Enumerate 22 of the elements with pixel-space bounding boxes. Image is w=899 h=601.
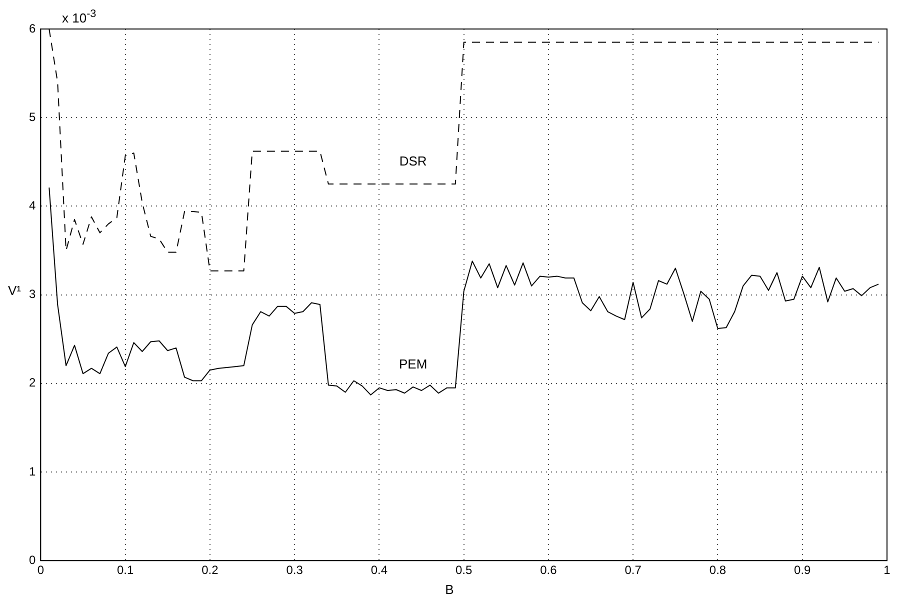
text: x 10$^{-3}$ <box>62 8 96 26</box>
y-tick-label: 2 <box>28 376 36 390</box>
x-tick-label: 0.3 <box>286 563 304 578</box>
y-tick-label: 5 <box>28 110 36 124</box>
x-tick-label: 0.5 <box>455 563 472 578</box>
y-axis-title: V¹ <box>8 283 21 298</box>
series-label: DSR <box>399 154 427 169</box>
x-tick-label: 0.2 <box>202 563 219 578</box>
x-tick-label: 0.9 <box>794 563 812 578</box>
x-axis-title: B <box>444 582 455 597</box>
x-tick-label: 0.8 <box>709 563 726 578</box>
series-label: PEM <box>398 356 428 372</box>
y-tick-label: 4 <box>28 198 36 213</box>
x-tick-label: 0.6 <box>540 563 558 578</box>
x-tick-label: 0.1 <box>116 563 134 578</box>
y-tick-label: 3 <box>28 287 36 302</box>
y-tick-label: 1 <box>28 464 36 478</box>
x-tick-label: 0.7 <box>624 563 642 578</box>
x-tick-label: 1 <box>884 563 891 578</box>
x-tick-label: 0.4 <box>370 563 388 578</box>
y-tick-label: 0 <box>28 552 36 567</box>
y-tick-label: 6 <box>28 21 36 36</box>
